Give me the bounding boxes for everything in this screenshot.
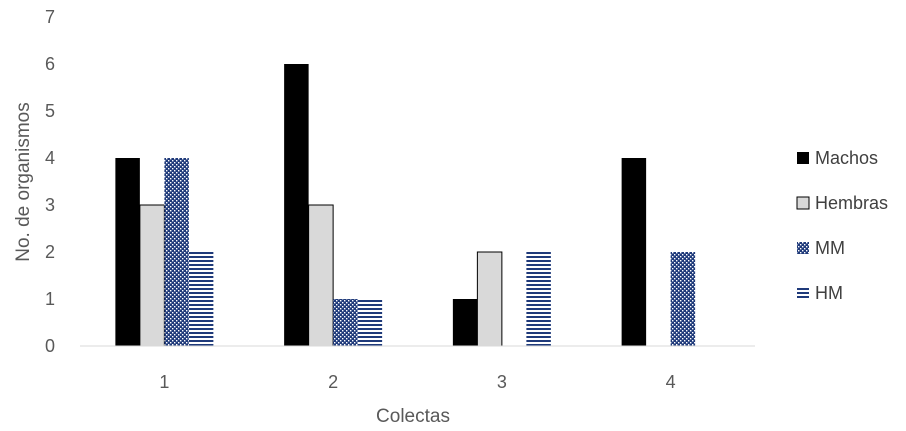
y-tick-label: 7: [45, 7, 55, 27]
y-tick-label: 6: [45, 54, 55, 74]
legend-swatch-hembras: [796, 196, 810, 210]
y-tick-label: 0: [45, 336, 55, 356]
y-tick-label: 1: [45, 289, 55, 309]
legend-swatch-hm: [797, 287, 809, 299]
legend-label-mm: MM: [815, 238, 845, 258]
bars: [115, 64, 696, 347]
x-axis-title: Colectas: [376, 406, 450, 427]
bar-mm-4: [670, 252, 696, 346]
y-axis-title: No. de organismos: [13, 102, 34, 261]
y-tick-label: 4: [45, 148, 55, 168]
legend-label-hembras: Hembras: [815, 193, 888, 213]
y-tick-label: 3: [45, 195, 55, 215]
x-tick-label: 3: [497, 372, 507, 392]
bar-hembras-1: [139, 204, 165, 347]
y-tick-label: 2: [45, 242, 55, 262]
legend: Machos Hembras MM HM: [796, 148, 888, 303]
legend-label-machos: Machos: [815, 148, 878, 168]
y-tick-label: 5: [45, 101, 55, 121]
legend-swatch-mm: [797, 242, 809, 254]
x-axis-ticks: 1 2 3 4: [159, 372, 675, 392]
y-axis-ticks: 0 1 2 3 4 5 6 7: [45, 7, 55, 356]
bar-mm-2: [333, 299, 358, 346]
bar-machos-2: [284, 64, 309, 346]
legend-swatch-machos: [797, 152, 809, 164]
x-tick-label: 2: [328, 372, 338, 392]
x-tick-label: 4: [666, 372, 676, 392]
x-tick-label: 1: [159, 372, 169, 392]
bar-hm-3: [526, 252, 551, 346]
bar-hembras-2: [308, 204, 334, 347]
bar-hembras-3: [476, 251, 503, 347]
legend-label-hm: HM: [815, 283, 843, 303]
bar-hm-2: [357, 299, 383, 346]
bar-machos-4: [621, 158, 647, 346]
bar-hm-1: [188, 252, 214, 346]
bar-mm-1: [164, 158, 189, 346]
bar-machos-1: [115, 158, 140, 346]
bar-machos-3: [452, 299, 478, 346]
